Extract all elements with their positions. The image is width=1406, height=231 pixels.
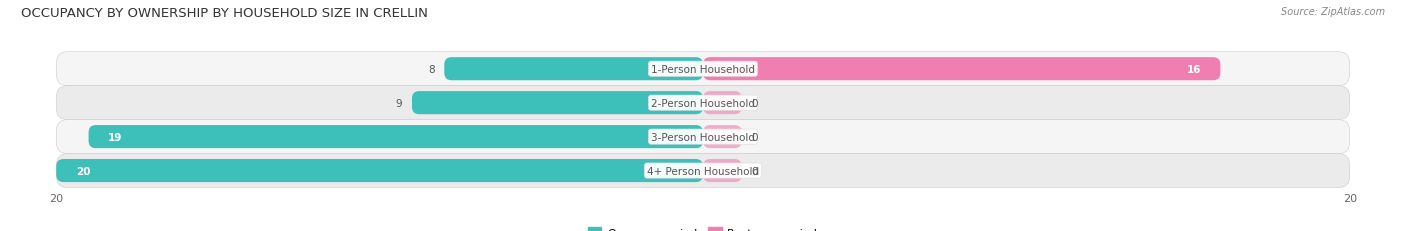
FancyBboxPatch shape	[444, 58, 703, 81]
FancyBboxPatch shape	[56, 154, 1350, 188]
Text: 1-Person Household: 1-Person Household	[651, 64, 755, 74]
Text: 4+ Person Household: 4+ Person Household	[647, 166, 759, 176]
Text: 19: 19	[108, 132, 122, 142]
FancyBboxPatch shape	[703, 159, 742, 182]
Text: Source: ZipAtlas.com: Source: ZipAtlas.com	[1281, 7, 1385, 17]
Text: 20: 20	[76, 166, 90, 176]
Text: 3-Person Household: 3-Person Household	[651, 132, 755, 142]
FancyBboxPatch shape	[703, 92, 742, 115]
FancyBboxPatch shape	[412, 92, 703, 115]
FancyBboxPatch shape	[56, 52, 1350, 86]
FancyBboxPatch shape	[56, 86, 1350, 120]
Legend: Owner-occupied, Renter-occupied: Owner-occupied, Renter-occupied	[583, 223, 823, 231]
Text: OCCUPANCY BY OWNERSHIP BY HOUSEHOLD SIZE IN CRELLIN: OCCUPANCY BY OWNERSHIP BY HOUSEHOLD SIZE…	[21, 7, 427, 20]
Text: 0: 0	[752, 132, 758, 142]
FancyBboxPatch shape	[56, 159, 703, 182]
FancyBboxPatch shape	[703, 125, 742, 149]
FancyBboxPatch shape	[56, 120, 1350, 154]
Text: 9: 9	[395, 98, 402, 108]
Text: 0: 0	[752, 98, 758, 108]
FancyBboxPatch shape	[89, 125, 703, 149]
Text: 2-Person Household: 2-Person Household	[651, 98, 755, 108]
Text: 16: 16	[1187, 64, 1201, 74]
Text: 0: 0	[752, 166, 758, 176]
FancyBboxPatch shape	[703, 58, 1220, 81]
Text: 8: 8	[427, 64, 434, 74]
